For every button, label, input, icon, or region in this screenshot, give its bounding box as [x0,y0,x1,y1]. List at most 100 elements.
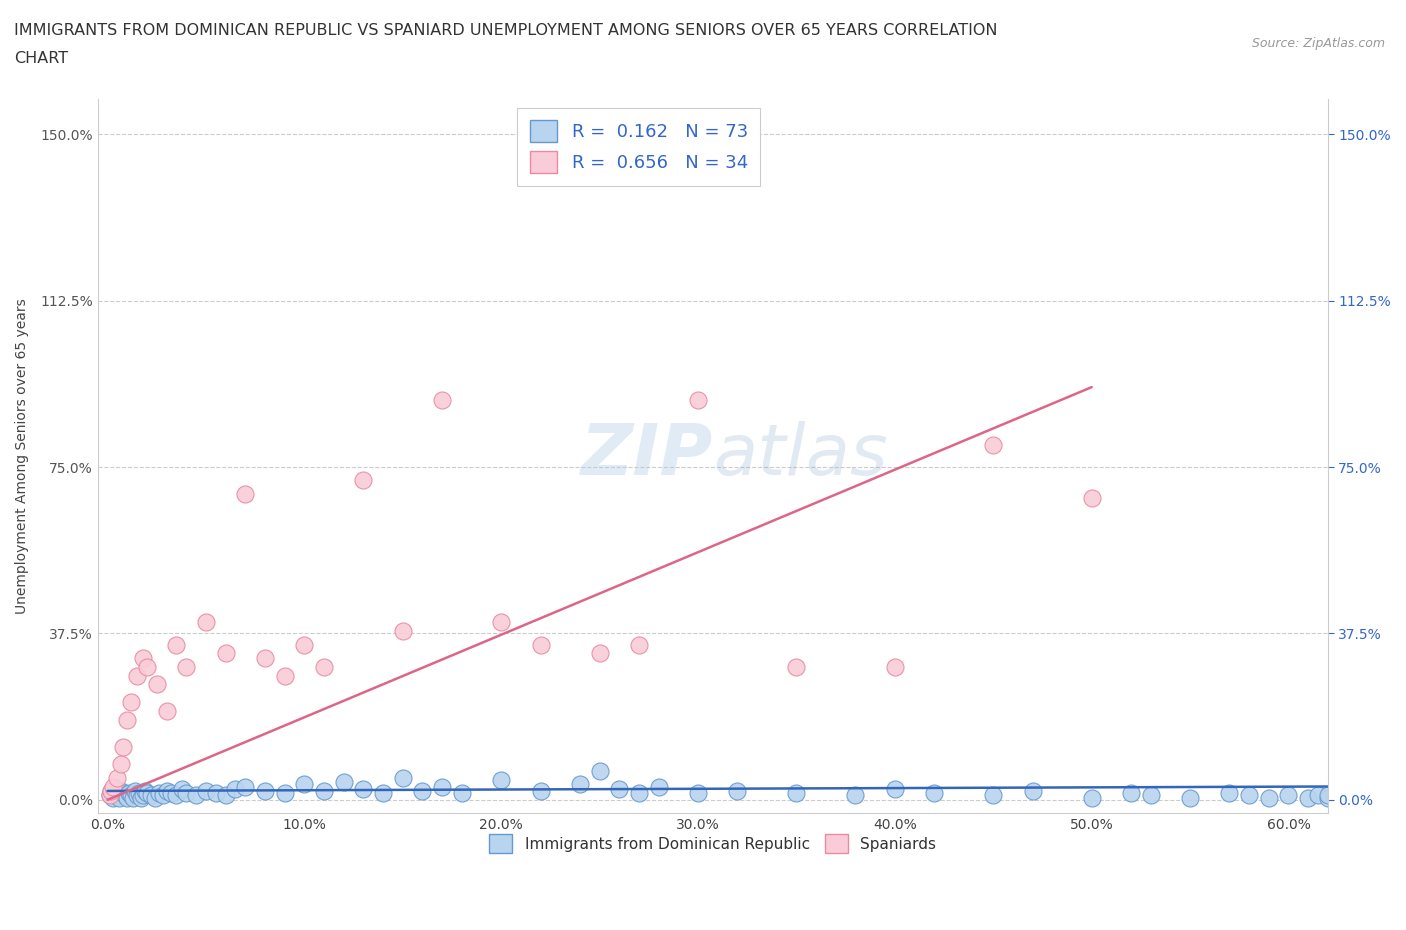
Point [139,788,162,803]
Point [110,757,132,772]
Point [647,779,669,794]
Point [118,786,141,801]
Point [529,637,551,652]
Point [686,786,709,801]
Point [120,788,142,803]
Point [1139,788,1161,803]
Point [1257,790,1279,805]
Point [127,788,149,803]
Point [627,786,650,801]
Point [922,786,945,801]
Point [352,472,374,487]
Point [132,788,155,803]
Point [1080,491,1102,506]
Text: CHART: CHART [14,51,67,66]
Point [112,786,135,801]
Text: ZIP: ZIP [581,421,713,490]
Point [844,788,866,803]
Point [981,437,1004,452]
Point [100,783,122,798]
Point [103,779,125,794]
Point [98,788,121,803]
Point [332,775,354,790]
Point [107,788,129,803]
Point [430,393,453,408]
Point [129,790,152,805]
Point [1218,786,1240,801]
Point [273,668,295,683]
Point [108,790,131,805]
Point [135,786,157,801]
Point [588,764,610,778]
Point [411,783,433,798]
Point [114,788,136,803]
Point [785,786,807,801]
Point [100,783,122,798]
Point [1178,790,1201,805]
Point [120,695,142,710]
Point [224,781,246,796]
Point [172,781,194,796]
Point [159,786,181,801]
Point [122,790,145,805]
Point [292,777,315,791]
Point [450,786,472,801]
Point [1119,786,1142,801]
Legend: Immigrants from Dominican Republic, Spaniards: Immigrants from Dominican Republic, Span… [484,829,942,859]
Point [112,739,135,754]
Point [686,393,709,408]
Point [155,783,177,798]
Point [124,783,146,798]
Point [148,786,170,801]
Point [184,788,207,803]
Text: atlas: atlas [713,421,887,490]
Point [1277,788,1299,803]
Point [165,788,187,803]
Point [253,650,276,665]
Point [233,486,256,501]
Point [312,659,335,674]
Point [981,788,1004,803]
Point [145,677,167,692]
Point [292,637,315,652]
Point [194,615,217,630]
Point [127,668,149,683]
Point [117,712,139,727]
Point [489,773,512,788]
Point [134,783,156,798]
Point [430,779,453,794]
Point [155,704,177,719]
Point [1306,788,1329,803]
Point [214,788,236,803]
Point [273,786,295,801]
Point [883,659,905,674]
Point [391,770,413,785]
Point [204,786,226,801]
Point [152,788,174,803]
Point [1316,788,1339,803]
Point [352,781,374,796]
Point [165,637,187,652]
Point [128,786,150,801]
Point [174,786,197,801]
Point [135,659,157,674]
Point [785,659,807,674]
Point [253,783,276,798]
Point [883,781,905,796]
Point [588,646,610,661]
Point [1316,790,1339,805]
Point [98,788,121,803]
Point [627,637,650,652]
Point [725,783,748,798]
Point [607,781,630,796]
Text: IMMIGRANTS FROM DOMINICAN REPUBLIC VS SPANIARD UNEMPLOYMENT AMONG SENIORS OVER 6: IMMIGRANTS FROM DOMINICAN REPUBLIC VS SP… [14,23,998,38]
Point [214,646,236,661]
Point [312,783,335,798]
Point [233,779,256,794]
Point [143,790,166,805]
Point [107,770,129,785]
Point [194,783,217,798]
Point [104,786,127,801]
Point [1080,790,1102,805]
Point [1021,783,1043,798]
